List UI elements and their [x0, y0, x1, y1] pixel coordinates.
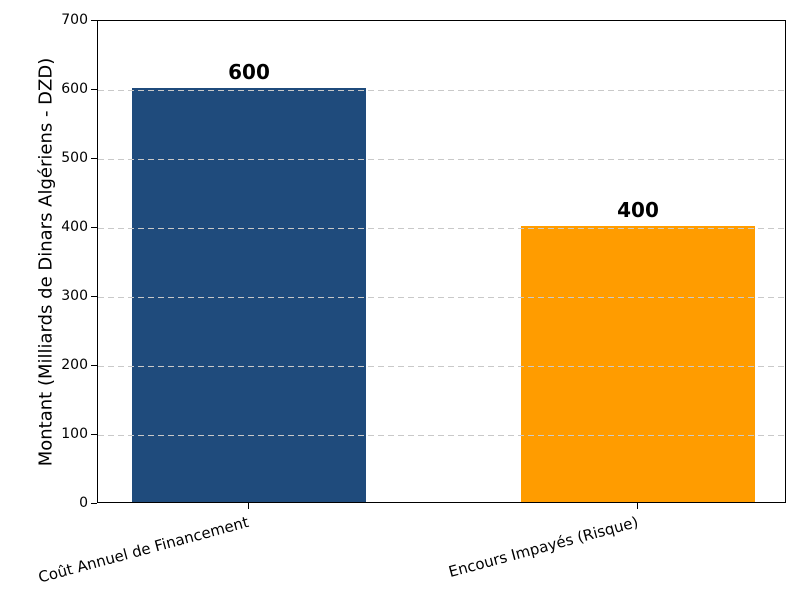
y-tick-mark: [91, 226, 97, 228]
gridline: [98, 89, 785, 91]
gridline: [98, 158, 785, 160]
y-tick-mark: [91, 88, 97, 90]
y-tick-label: 500: [61, 150, 88, 166]
plot-area: 600 400: [97, 20, 786, 503]
bar-value-label: 400: [617, 198, 659, 222]
gridline: [98, 227, 785, 229]
y-axis-label: Montant (Milliards de Dinars Algériens -…: [35, 57, 57, 467]
gridline: [98, 296, 785, 298]
y-tick-mark: [91, 19, 97, 21]
x-tick-label: Encours Impayés (Risque): [446, 513, 640, 581]
y-tick-label: 400: [61, 219, 88, 235]
y-tick-label: 300: [61, 288, 88, 304]
y-tick-label: 200: [61, 357, 88, 373]
y-tick-label: 0: [79, 495, 88, 511]
bar-value-label: 600: [228, 60, 270, 84]
gridline: [98, 434, 785, 436]
y-tick-label: 600: [61, 81, 88, 97]
gridline: [98, 365, 785, 367]
x-tick-label: Coût Annuel de Financement: [36, 513, 251, 587]
bar: [521, 226, 755, 502]
bar: [132, 88, 366, 502]
y-tick-mark: [91, 433, 97, 435]
y-tick-mark: [91, 295, 97, 297]
x-tick-mark: [247, 503, 249, 509]
y-tick-label: 100: [61, 426, 88, 442]
x-tick-mark: [636, 503, 638, 509]
y-tick-mark: [91, 502, 97, 504]
y-tick-label: 700: [61, 12, 88, 28]
y-tick-mark: [91, 364, 97, 366]
y-tick-mark: [91, 157, 97, 159]
